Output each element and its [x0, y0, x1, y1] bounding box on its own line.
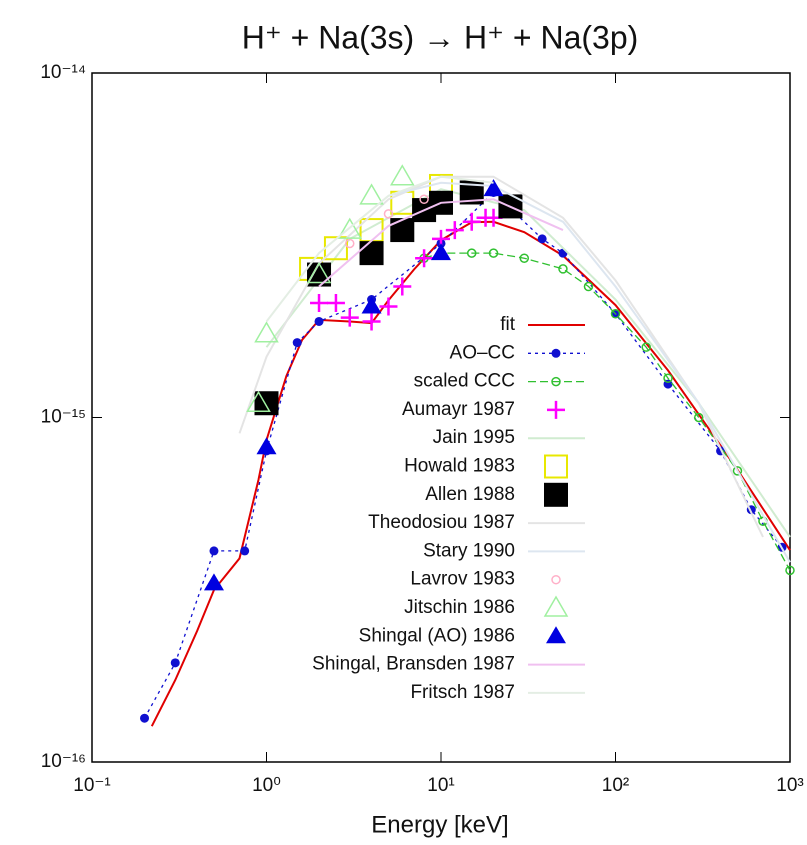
data-point: [361, 296, 382, 314]
series-line: [238, 175, 764, 538]
data-point: [694, 412, 704, 423]
x-tick-label: 10³: [776, 775, 803, 796]
data-point: [140, 713, 150, 723]
chart-title: H⁺ + Na(3s) → H⁺ + Na(3p): [242, 19, 639, 55]
legend-marker: [551, 376, 561, 387]
legend-label: fit: [500, 314, 516, 335]
data-point: [483, 179, 504, 197]
data-point: [314, 316, 324, 326]
data-point: [359, 241, 384, 266]
data-point: [583, 281, 594, 292]
data-point: [785, 565, 795, 576]
data-point: [390, 218, 415, 243]
data-point: [466, 248, 477, 258]
data-point: [326, 293, 345, 312]
data-point: [462, 212, 481, 231]
data-point: [209, 546, 219, 556]
x-axis-label: Energy [keV]: [371, 811, 508, 838]
legend-label: Fritsch 1987: [410, 682, 515, 703]
data-point: [362, 312, 381, 331]
legend-label: AO–CC: [450, 342, 515, 363]
y-tick-label: 10⁻¹⁶: [41, 751, 86, 772]
series-line: [318, 198, 564, 288]
data-point: [445, 221, 464, 240]
data-point: [306, 262, 332, 284]
data-point: [519, 253, 530, 263]
x-tick-label: 10²: [602, 775, 629, 796]
data-point: [170, 658, 180, 668]
data-point: [431, 243, 451, 261]
legend-label: Shingal (AO) 1986: [359, 625, 515, 646]
data-point: [254, 321, 279, 343]
data-point: [383, 209, 394, 219]
x-tick-label: 10⁻¹: [73, 775, 111, 796]
legend-marker: [544, 482, 568, 507]
data-point: [732, 466, 743, 476]
legend-label: scaled CCC: [414, 371, 515, 392]
legend-marker: [544, 454, 568, 479]
series-line: [388, 181, 791, 563]
x-tick-label: 10¹: [427, 775, 454, 796]
x-tick-label: 10⁰: [252, 775, 281, 796]
legend-label: Lavrov 1983: [410, 569, 515, 590]
data-point: [240, 546, 250, 556]
data-point: [379, 297, 398, 316]
data-point: [488, 248, 499, 258]
data-point: [340, 308, 359, 327]
data-point: [663, 373, 673, 383]
series-line: [265, 188, 791, 538]
data-point: [256, 437, 277, 455]
data-point: [537, 234, 547, 244]
data-point: [558, 264, 568, 274]
legend-label: Jitschin 1986: [404, 597, 515, 618]
legend-marker: [551, 574, 561, 585]
data-point: [246, 390, 271, 412]
data-point: [419, 194, 429, 205]
data-point: [203, 573, 224, 591]
data-point: [610, 309, 621, 319]
legend-marker: [546, 626, 566, 644]
legend-label: Theodosiou 1987: [368, 512, 515, 533]
legend-label: Jain 1995: [433, 427, 515, 448]
y-tick-label: 10⁻¹⁵: [41, 407, 86, 428]
legend-marker: [543, 595, 569, 617]
legend-label: Shingal, Bransden 1987: [312, 654, 515, 675]
legend-label: Allen 1988: [425, 484, 515, 505]
y-tick-label: 10⁻¹⁴: [40, 62, 86, 83]
data-point: [310, 293, 329, 312]
data-point: [292, 338, 302, 348]
legend-marker: [551, 348, 561, 358]
data-point: [389, 164, 415, 186]
data-point: [641, 342, 651, 352]
data-point: [337, 217, 363, 239]
series-line: [265, 175, 494, 323]
data-point: [415, 249, 434, 268]
legend-label: Howald 1983: [404, 456, 515, 477]
data-point: [345, 238, 355, 249]
legend-marker: [547, 400, 565, 419]
data-point: [359, 183, 384, 205]
legend-label: Aumayr 1987: [402, 399, 515, 420]
data-point: [393, 277, 412, 296]
legend-label: Stary 1990: [423, 540, 515, 561]
